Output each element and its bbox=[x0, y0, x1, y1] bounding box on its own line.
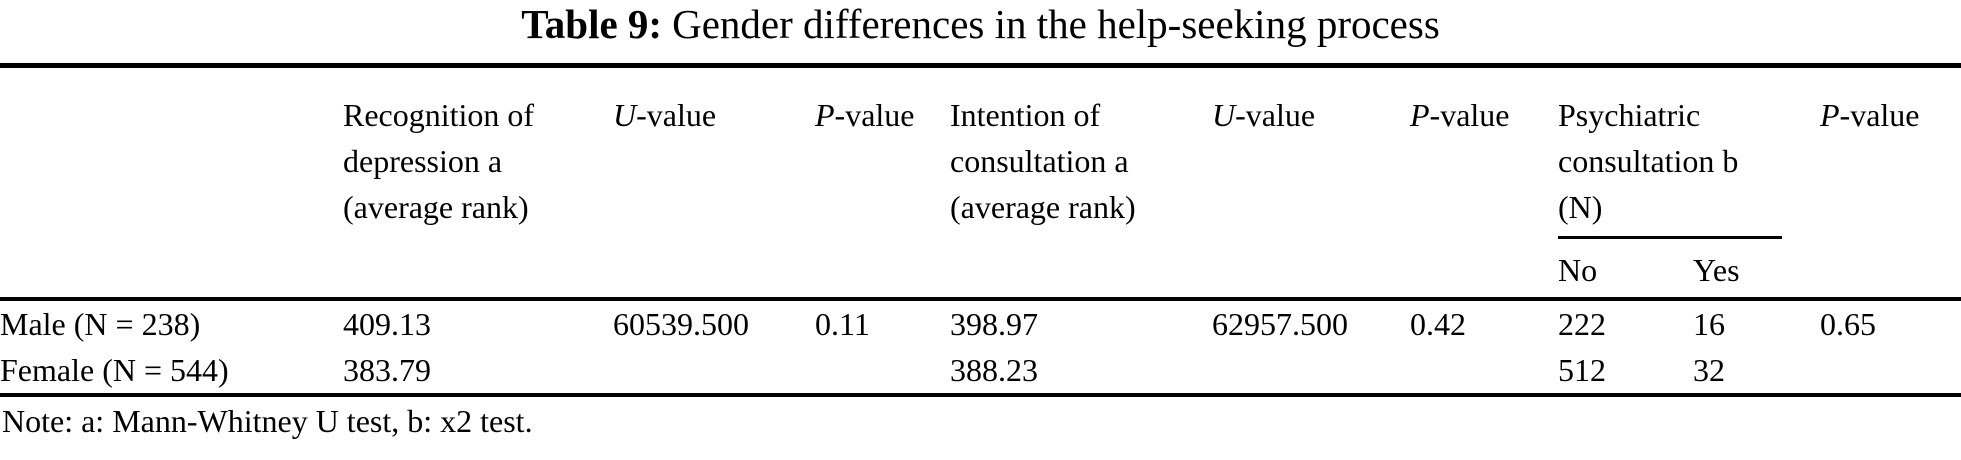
table-number: Table 9: bbox=[521, 1, 663, 47]
u-rest: -value bbox=[636, 97, 717, 133]
row-label: Female (N = 544) bbox=[0, 352, 229, 388]
cell-u-value-2 bbox=[1212, 347, 1410, 395]
p-italic: P bbox=[1820, 97, 1840, 133]
cell-psychiatric-yes: 16 bbox=[1693, 297, 1820, 347]
table-title: Table 9: Gender differences in the help-s… bbox=[0, 0, 1961, 46]
header-line: (N) bbox=[1558, 189, 1603, 225]
cell-recognition-rank: 409.13 bbox=[343, 297, 613, 347]
p-italic: P bbox=[815, 97, 835, 133]
table-row-female: Female (N = 544) 383.79 388.23 512 32 bbox=[0, 347, 1961, 395]
header-row-main: Recognition of depression a (average ran… bbox=[0, 66, 1961, 239]
header-line: consultation b bbox=[1558, 143, 1739, 179]
header-row-sub: No Yes bbox=[0, 239, 1961, 299]
header-line: depression a bbox=[343, 143, 503, 179]
u-rest: -value bbox=[1235, 97, 1316, 133]
cell-p-value-2 bbox=[1410, 347, 1558, 395]
u-italic: U bbox=[1212, 97, 1236, 133]
col-header-no: No bbox=[1558, 252, 1598, 288]
col-header-p-value-3: P-value bbox=[1820, 66, 1961, 300]
cell-intention-rank: 388.23 bbox=[950, 352, 1038, 388]
header-line: (average rank) bbox=[950, 189, 1136, 225]
header-line: Psychiatric bbox=[1558, 97, 1701, 133]
header-line: Recognition of bbox=[343, 97, 535, 133]
col-header-recognition: Recognition of depression a (average ran… bbox=[343, 66, 613, 300]
header-line: Intention of bbox=[950, 97, 1101, 133]
cell-p-value-1: 0.11 bbox=[815, 297, 950, 347]
col-header-p-value-2: P-value bbox=[1410, 66, 1558, 300]
gender-differences-table: Recognition of depression a (average ran… bbox=[0, 63, 1961, 397]
cell-psychiatric-yes: 32 bbox=[1693, 352, 1725, 388]
col-header-u-value-1: U-value bbox=[613, 66, 815, 300]
u-italic: U bbox=[613, 97, 637, 133]
col-header-u-value-2: U-value bbox=[1212, 66, 1410, 300]
row-label: Male (N = 238) bbox=[0, 297, 343, 347]
cell-u-value-1 bbox=[613, 347, 815, 395]
cell-p-value-2: 0.42 bbox=[1410, 297, 1558, 347]
col-header-intention: Intention of consultation a (average ran… bbox=[950, 66, 1212, 300]
col-header-yes: Yes bbox=[1693, 252, 1740, 288]
p-rest: -value bbox=[834, 97, 915, 133]
p-rest: -value bbox=[1429, 97, 1510, 133]
cell-recognition-rank: 383.79 bbox=[343, 352, 431, 388]
psychiatric-header-group: Psychiatric consultation b (N) bbox=[1558, 92, 1782, 239]
cell-u-value-1: 60539.500 bbox=[613, 297, 815, 347]
p-rest: -value bbox=[1839, 97, 1920, 133]
col-header-p-value-1: P-value bbox=[815, 66, 950, 300]
p-italic: P bbox=[1410, 97, 1430, 133]
cell-psychiatric-no: 512 bbox=[1558, 352, 1606, 388]
table-row-male: Male (N = 238) 409.13 60539.500 0.11 398… bbox=[0, 297, 1961, 347]
cell-intention-rank: 398.97 bbox=[950, 297, 1212, 347]
cell-u-value-2: 62957.500 bbox=[1212, 297, 1410, 347]
cell-p-value-3 bbox=[1820, 347, 1961, 395]
header-line: consultation a bbox=[950, 143, 1129, 179]
table-caption: Gender differences in the help-seeking p… bbox=[672, 1, 1440, 47]
cell-psychiatric-no: 222 bbox=[1558, 297, 1693, 347]
header-line: (average rank) bbox=[343, 189, 529, 225]
col-header-empty bbox=[0, 66, 343, 300]
cell-p-value-3: 0.65 bbox=[1820, 297, 1961, 347]
col-header-psychiatric: Psychiatric consultation b (N) bbox=[1558, 66, 1820, 239]
table-note: Note: a: Mann-Whitney U test, b: x2 test… bbox=[2, 403, 533, 439]
cell-p-value-1 bbox=[815, 347, 950, 395]
